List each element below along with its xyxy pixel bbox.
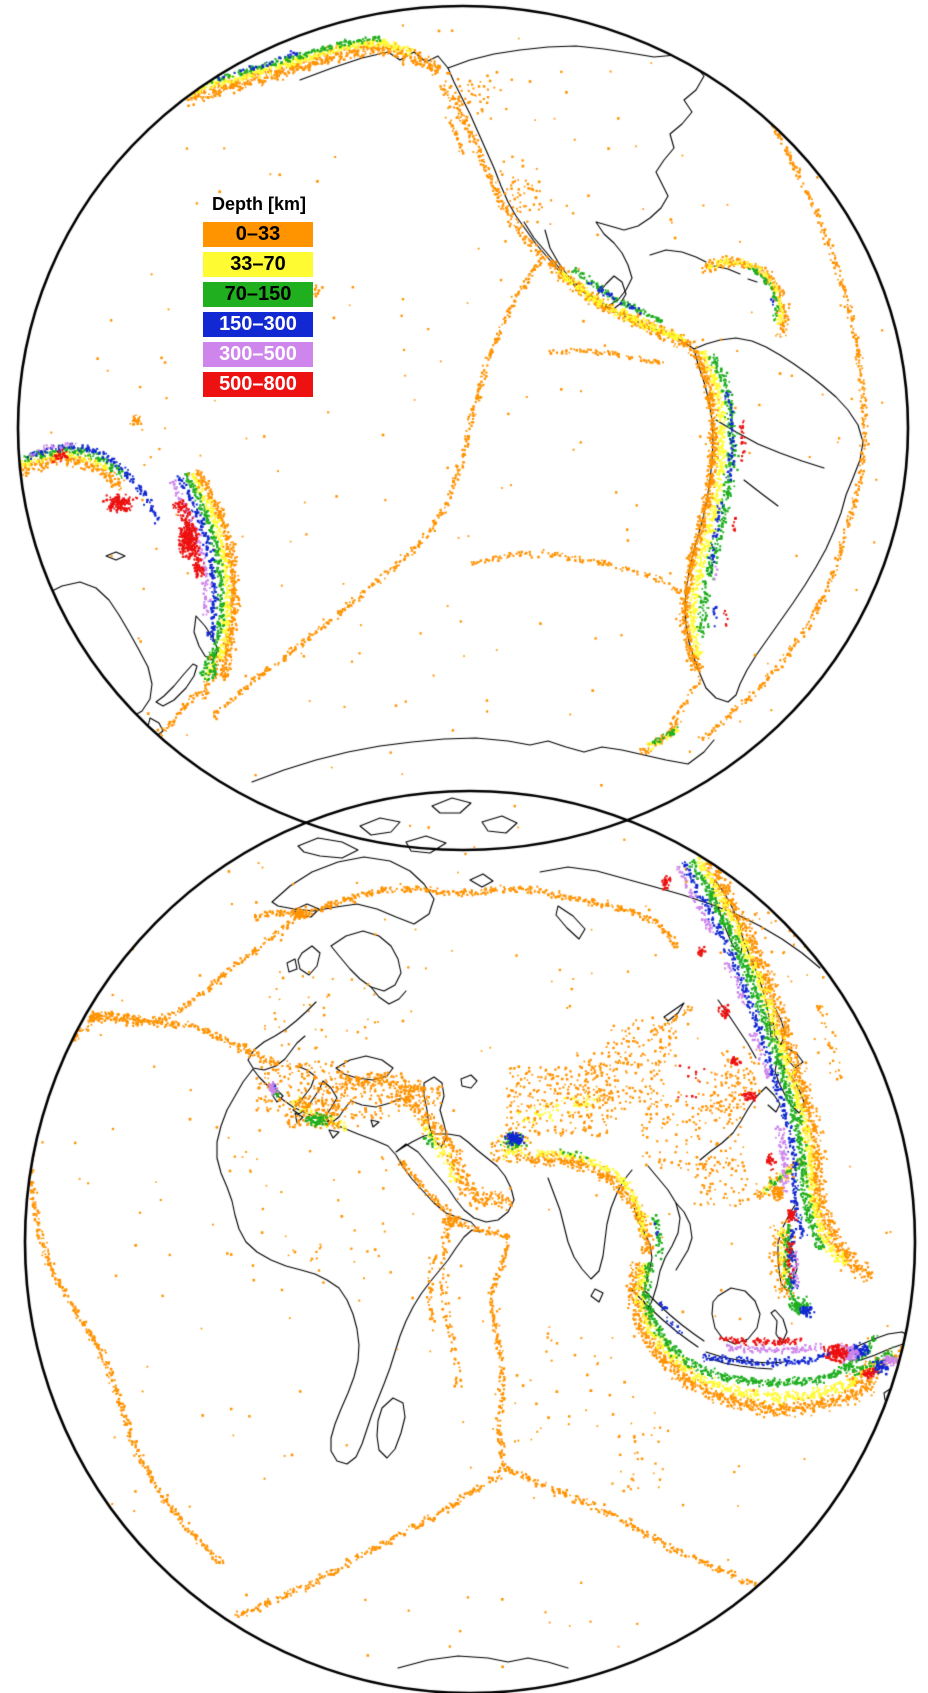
legend-bin-label: 300–500 [219, 343, 297, 365]
legend-bin-label: 70–150 [224, 283, 292, 305]
legend-bin-300-500: 300–500 [203, 342, 313, 367]
legend-bin-label: 33–70 [230, 253, 286, 275]
legend-title: Depth [km] [212, 194, 306, 214]
legend-bin-label: 0–33 [235, 223, 281, 245]
depth-legend: Depth [km] 0–33 33–70 70–150 150–300 300… [203, 194, 315, 402]
legend-bin-0-33: 0–33 [203, 222, 313, 247]
legend-bin-label: 500–800 [219, 373, 297, 395]
legend-bin-500-800: 500–800 [203, 372, 313, 397]
legend-bin-150-300: 150–300 [203, 312, 313, 337]
legend-bin-33-70: 33–70 [203, 252, 313, 277]
legend-bin-label: 150–300 [219, 313, 297, 335]
legend-bin-70-150: 70–150 [203, 282, 313, 307]
